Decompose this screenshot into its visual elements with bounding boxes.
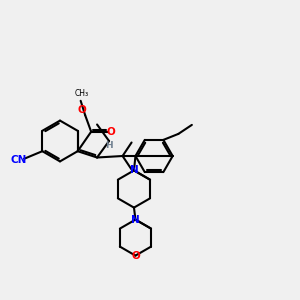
Text: O: O [77, 105, 86, 115]
Text: H: H [105, 141, 113, 150]
Text: N: N [131, 214, 140, 225]
Text: N: N [130, 165, 138, 176]
Text: CN: CN [11, 155, 27, 165]
Text: CH₃: CH₃ [74, 89, 88, 98]
Text: O: O [107, 127, 116, 137]
Text: O: O [131, 250, 140, 261]
